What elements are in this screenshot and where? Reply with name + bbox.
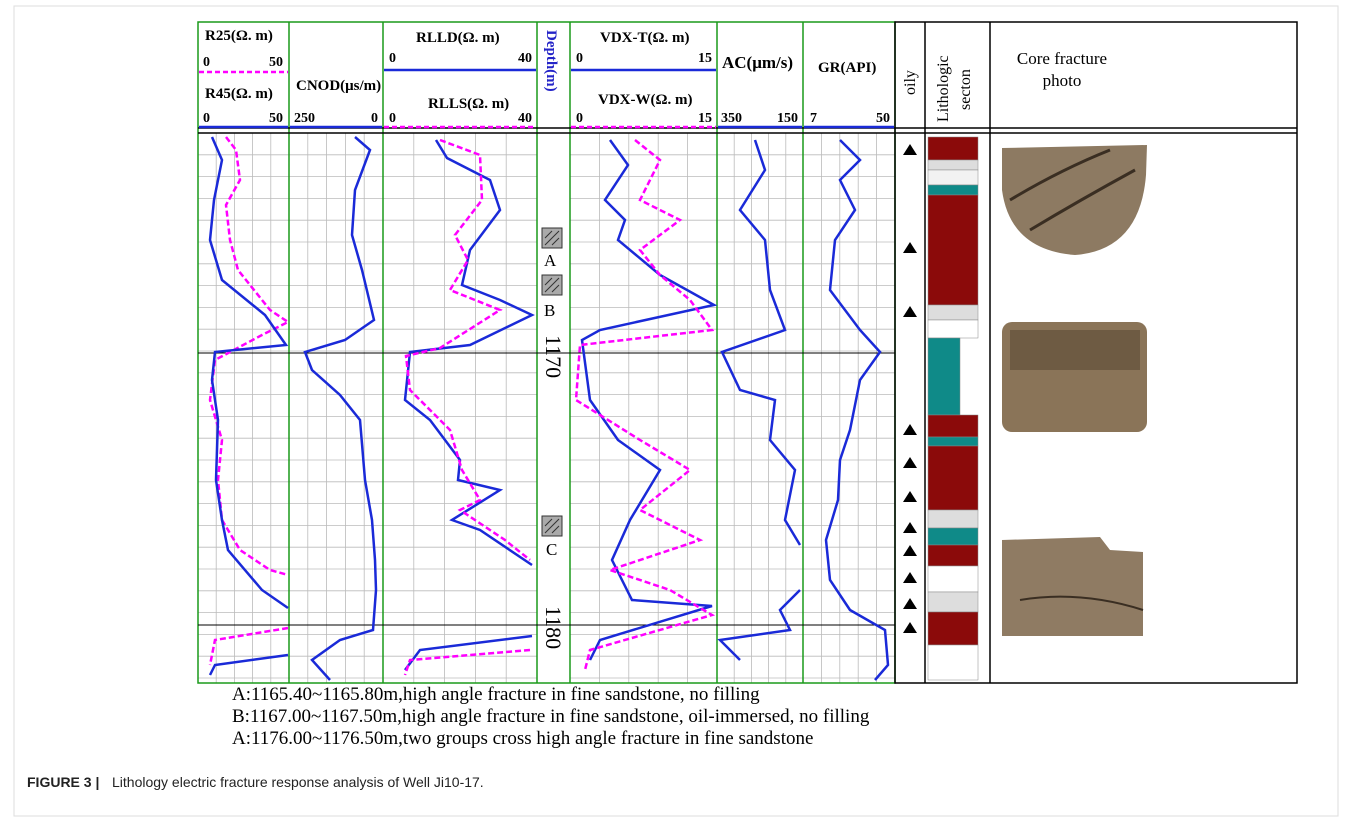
- caption-label: FIGURE 3 |: [27, 774, 99, 790]
- oily-marker: [903, 306, 917, 317]
- scale-right: 15: [698, 51, 712, 66]
- oily-marker: [903, 598, 917, 609]
- curve-name: AC(μm/s): [722, 53, 793, 72]
- curve-name: R45(Ω. m): [205, 86, 273, 102]
- sample-label: C: [546, 540, 557, 559]
- oily-marker: [903, 242, 917, 253]
- curve-name: GR(API): [818, 60, 876, 76]
- note: A:1165.40~1165.80m,high angle fracture i…: [232, 684, 760, 705]
- caption-text: Lithology electric fracture response ana…: [112, 774, 484, 790]
- note: A:1176.00~1176.50m,two groups cross high…: [232, 728, 813, 749]
- figure: R25(Ω. m) 0 50 R45(Ω. m) 0 50 CNOD(μs/m)…: [0, 0, 1352, 822]
- sample-icons: [542, 228, 562, 536]
- scale-left: 250: [294, 111, 315, 126]
- sample-label: A: [544, 251, 557, 270]
- scale-left: 0: [389, 51, 396, 66]
- curve-name: VDX-W(Ω. m): [598, 92, 693, 108]
- curve-name: R25(Ω. m): [205, 28, 273, 44]
- oily-marker: [903, 522, 917, 533]
- depth-label: 1170: [541, 335, 566, 378]
- oily-marker: [903, 457, 917, 468]
- log-curves: [210, 137, 888, 680]
- note: B:1167.00~1167.50m,high angle fracture i…: [232, 706, 870, 727]
- oily-marker: [903, 545, 917, 556]
- scale-right: 15: [698, 111, 712, 126]
- curve-name: RLLD(Ω. m): [416, 30, 500, 46]
- scale-left: 0: [203, 111, 210, 126]
- depth-title: Depth(m): [543, 30, 559, 92]
- sample-label: B: [544, 301, 555, 320]
- lith-title: Lithologic: [935, 55, 952, 122]
- curve-name: VDX-T(Ω. m): [600, 30, 690, 46]
- curve-name: RLLS(Ω. m): [428, 96, 509, 112]
- scale-right: 50: [876, 111, 890, 126]
- scale-left: 350: [721, 111, 742, 126]
- scale-right: 150: [777, 111, 798, 126]
- curve-name: CNOD(μs/m): [296, 78, 381, 94]
- oily-marker: [903, 572, 917, 583]
- page: R25(Ω. m) 0 50 R45(Ω. m) 0 50 CNOD(μs/m)…: [0, 0, 1352, 822]
- scale-left: 0: [203, 55, 210, 70]
- oily-marker: [903, 144, 917, 155]
- photo-title: Core fracture: [1017, 49, 1107, 68]
- oily-marker: [903, 424, 917, 435]
- photos: [1002, 145, 1147, 636]
- oily-markers: [903, 144, 917, 633]
- oily-title: oily: [902, 70, 919, 95]
- scale-left: 7: [810, 111, 817, 126]
- photo-title: photo: [1043, 71, 1082, 90]
- oily-marker: [903, 622, 917, 633]
- scale-right: 40: [518, 51, 532, 66]
- scale-left: 0: [576, 111, 583, 126]
- oily-marker: [903, 491, 917, 502]
- lithology: [928, 137, 978, 680]
- depth-label: 1180: [541, 606, 566, 649]
- scale-right: 50: [269, 55, 283, 70]
- lith-title: secton: [957, 69, 974, 110]
- scale-right: 0: [371, 111, 378, 126]
- scale-right: 50: [269, 111, 283, 126]
- scale-left: 0: [389, 111, 396, 126]
- scale-right: 40: [518, 111, 532, 126]
- scale-left: 0: [576, 51, 583, 66]
